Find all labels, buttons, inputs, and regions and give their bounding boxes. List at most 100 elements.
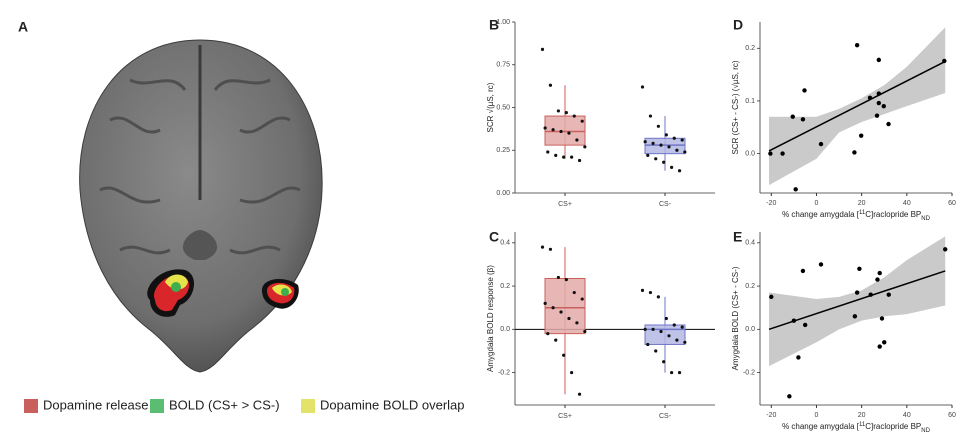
data-point bbox=[790, 114, 795, 119]
y-tick-label: 0.1 bbox=[745, 98, 755, 105]
x-axis-label: % change amygdala [11C]raclopride BPND bbox=[782, 422, 931, 433]
x-tick-label: 60 bbox=[948, 200, 956, 207]
data-point bbox=[540, 245, 545, 249]
legend-swatch bbox=[150, 399, 164, 413]
data-point bbox=[868, 292, 873, 297]
y-tick-label: -0.2 bbox=[498, 369, 510, 376]
data-point bbox=[876, 100, 882, 106]
data-point bbox=[546, 332, 550, 336]
data-point bbox=[886, 121, 891, 127]
x-axis-label-part: C]raclopride BP bbox=[865, 422, 921, 431]
legend-swatch bbox=[301, 399, 315, 413]
data-point bbox=[857, 266, 862, 271]
data-point bbox=[562, 155, 566, 159]
data-point bbox=[559, 129, 563, 134]
data-point bbox=[651, 327, 655, 331]
data-point bbox=[575, 138, 579, 142]
x-axis-label-part: 11 bbox=[859, 210, 866, 216]
x-axis-label-part: ND bbox=[921, 428, 930, 433]
data-point bbox=[858, 133, 864, 138]
y-tick-label: 0.50 bbox=[496, 104, 510, 111]
data-point bbox=[670, 370, 674, 375]
data-point bbox=[768, 151, 773, 156]
data-point bbox=[854, 42, 860, 48]
data-point bbox=[654, 157, 658, 161]
y-tick-label: 0.00 bbox=[496, 190, 510, 197]
box bbox=[644, 137, 686, 155]
data-point bbox=[648, 290, 653, 295]
data-point bbox=[551, 306, 555, 310]
data-point bbox=[559, 310, 563, 314]
data-point bbox=[675, 148, 679, 152]
data-point bbox=[802, 88, 807, 93]
data-point bbox=[577, 392, 582, 396]
y-tick-label: -0.2 bbox=[743, 369, 755, 376]
data-point bbox=[664, 316, 668, 321]
data-point bbox=[677, 169, 682, 173]
data-point bbox=[943, 247, 948, 252]
data-point bbox=[540, 47, 545, 51]
data-point bbox=[551, 128, 555, 132]
data-point bbox=[567, 131, 571, 135]
data-point bbox=[662, 360, 666, 364]
panel-label: C bbox=[489, 229, 499, 245]
x-axis-label: % change amygdala [11C]raclopride BPND bbox=[782, 210, 931, 222]
data-point bbox=[791, 318, 797, 323]
y-tick-label: 0.25 bbox=[496, 147, 510, 154]
box bbox=[544, 277, 586, 335]
data-point bbox=[852, 314, 858, 319]
legend-label: BOLD (CS+ > CS-) bbox=[169, 397, 280, 412]
data-point bbox=[570, 370, 574, 375]
panel-label: E bbox=[733, 229, 742, 245]
x-axis-label-part: % change amygdala [ bbox=[782, 210, 860, 219]
x-tick-label: -20 bbox=[766, 412, 776, 419]
x-tick-label: 20 bbox=[858, 200, 866, 207]
data-point bbox=[818, 141, 824, 147]
x-tick-label: 40 bbox=[903, 412, 911, 419]
data-point bbox=[769, 294, 774, 300]
y-tick-label: 0.4 bbox=[745, 240, 755, 247]
data-point bbox=[556, 109, 560, 113]
x-tick-label: 0 bbox=[815, 200, 819, 207]
data-point bbox=[548, 247, 553, 251]
x-tick-label: CS- bbox=[659, 201, 672, 208]
data-point bbox=[787, 394, 792, 399]
data-point bbox=[548, 83, 553, 87]
x-tick-label: CS+ bbox=[558, 201, 572, 208]
data-point bbox=[543, 126, 547, 130]
box bbox=[644, 324, 686, 345]
data-point bbox=[881, 103, 886, 109]
data-point bbox=[867, 95, 873, 100]
data-point bbox=[800, 268, 806, 274]
brain-image bbox=[79, 39, 323, 373]
data-point bbox=[643, 140, 647, 144]
y-tick-label: 0.0 bbox=[745, 326, 755, 333]
data-point bbox=[564, 111, 568, 115]
panel-label: D bbox=[733, 17, 743, 33]
confidence-band bbox=[769, 236, 946, 367]
data-point bbox=[575, 321, 579, 325]
data-point bbox=[543, 301, 547, 305]
legend-label: Dopamine release bbox=[43, 397, 149, 412]
data-point bbox=[664, 133, 668, 137]
y-axis-label: SCR √(µS, rc) bbox=[486, 82, 495, 132]
y-tick-label: 0.0 bbox=[745, 150, 755, 157]
y-axis-label: SCR (CS+ - CS-) (√µS, rc) bbox=[731, 60, 740, 154]
data-point bbox=[643, 327, 647, 331]
box bbox=[544, 115, 586, 146]
data-point bbox=[646, 342, 650, 347]
y-tick-label: 0.75 bbox=[496, 62, 510, 69]
data-point bbox=[580, 297, 584, 301]
data-point bbox=[800, 117, 806, 122]
y-tick-label: 0.2 bbox=[745, 283, 755, 290]
data-point bbox=[874, 113, 880, 118]
data-point bbox=[556, 275, 560, 280]
data-point bbox=[562, 353, 566, 357]
panel-label: A bbox=[18, 19, 28, 35]
x-tick-label: -20 bbox=[766, 200, 776, 207]
data-point bbox=[648, 114, 653, 118]
data-point bbox=[683, 150, 687, 154]
data-point bbox=[646, 153, 650, 157]
data-point bbox=[656, 295, 660, 299]
data-point bbox=[886, 292, 891, 297]
